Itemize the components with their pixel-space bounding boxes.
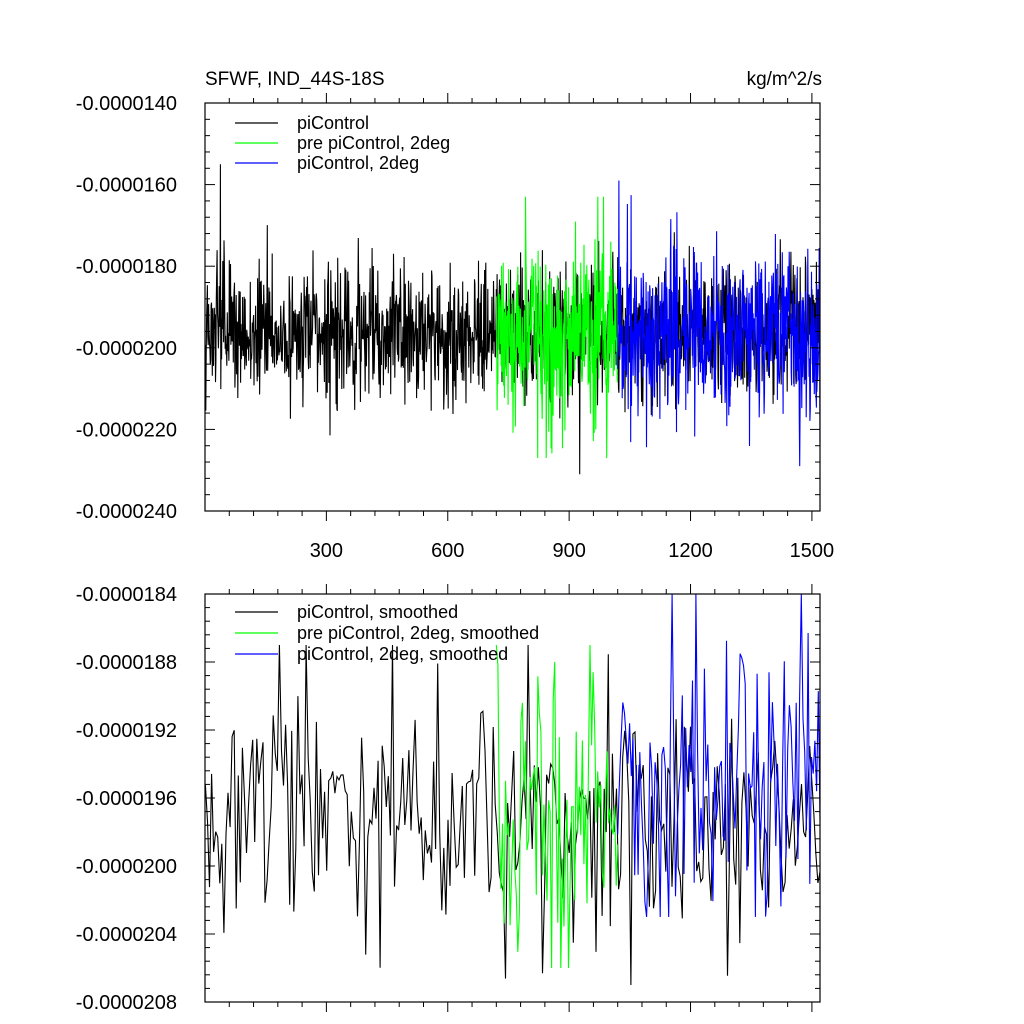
series-line bbox=[495, 196, 619, 459]
legend-item: piControl, 2deg bbox=[235, 153, 419, 173]
top-axes: -0.0000140 -0.0000160 -0.0000180 -0.0000200… bbox=[76, 93, 834, 562]
units-label: kg/m^2/s bbox=[747, 69, 822, 90]
top-plot-frame bbox=[204, 102, 821, 512]
y-tick-label: -0.0000160 bbox=[76, 175, 177, 197]
y-tick-label: -0.0000208 bbox=[76, 992, 177, 1014]
legend-item: pre piControl, 2deg, smoothed bbox=[235, 623, 539, 643]
legend-item: piControl bbox=[235, 113, 369, 133]
series-line bbox=[617, 593, 821, 918]
y-tick-label: -0.0000184 bbox=[76, 584, 177, 606]
legend-label: pre piControl, 2deg bbox=[297, 133, 450, 153]
y-tick-label: -0.0000192 bbox=[76, 720, 177, 742]
series-line bbox=[204, 644, 821, 986]
top-legend: piControl pre piControl, 2deg piControl,… bbox=[235, 113, 450, 173]
series-line bbox=[495, 644, 619, 969]
series-line bbox=[617, 180, 821, 467]
bottom-legend: piControl, smoothed pre piControl, 2deg,… bbox=[235, 602, 539, 664]
y-tick-label: -0.0000196 bbox=[76, 788, 177, 810]
y-tick-label: -0.0000188 bbox=[76, 652, 177, 674]
x-tick-label: 1200 bbox=[668, 540, 713, 562]
legend-item: pre piControl, 2deg bbox=[235, 133, 450, 153]
legend-label: piControl, 2deg bbox=[297, 153, 419, 173]
y-tick-label: -0.0000200 bbox=[76, 856, 177, 878]
legend-label: piControl bbox=[297, 113, 369, 133]
x-tick-label: 900 bbox=[552, 540, 585, 562]
y-tick-label: -0.0000204 bbox=[76, 924, 177, 946]
legend-label: pre piControl, 2deg, smoothed bbox=[297, 623, 539, 643]
x-tick-label: 1500 bbox=[790, 540, 835, 562]
bottom-axes: -0.0000184 -0.0000188 -0.0000192 -0.0000196… bbox=[76, 584, 820, 1014]
bottom-plot-area bbox=[204, 593, 821, 986]
legend-label: piControl, 2deg, smoothed bbox=[297, 644, 508, 664]
x-tick-label: 600 bbox=[431, 540, 464, 562]
chart-title: SFWF, IND_44S-18S bbox=[205, 69, 385, 90]
top-plot-area bbox=[204, 164, 821, 475]
legend-item: piControl, 2deg, smoothed bbox=[235, 644, 508, 664]
legend-item: piControl, smoothed bbox=[235, 602, 458, 622]
top-panel: SFWF, IND_44S-18S kg/m^2/s -0.0000140-0.… bbox=[76, 69, 834, 562]
y-tick-label: -0.0000200 bbox=[76, 338, 177, 360]
y-tick-label: -0.0000140 bbox=[76, 93, 177, 115]
legend-label: piControl, smoothed bbox=[297, 602, 458, 622]
y-tick-label: -0.0000240 bbox=[76, 501, 177, 523]
y-tick-label: -0.0000180 bbox=[76, 256, 177, 278]
x-tick-label: 300 bbox=[310, 540, 343, 562]
bottom-panel: -0.0000184 -0.0000188 -0.0000192 -0.0000196… bbox=[76, 584, 821, 1014]
y-tick-label: -0.0000220 bbox=[76, 419, 177, 441]
